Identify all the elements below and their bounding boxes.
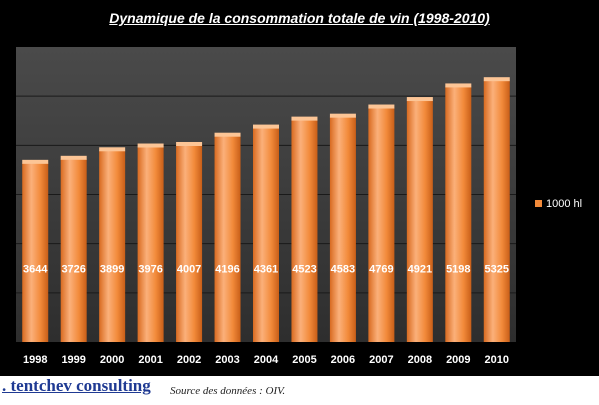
bar-1999 — [60, 158, 87, 342]
brand-logo-text: . tentchev consulting — [2, 376, 151, 395]
data-label-2001: 3976 — [138, 263, 162, 275]
bar-2000 — [99, 150, 126, 342]
x-tick-2008: 2008 — [408, 354, 432, 366]
footer: . tentchev consulting Source des données… — [0, 376, 599, 405]
bar-2007 — [368, 107, 395, 342]
bar-cap-2006 — [329, 113, 356, 118]
x-tick-2003: 2003 — [215, 354, 239, 366]
x-tick-2010: 2010 — [485, 354, 509, 366]
data-label-2008: 4921 — [408, 263, 432, 275]
x-tick-labels: 1998 1999 2000 2001 2002 2003 2004 2005 2006 2007… — [23, 354, 509, 366]
data-label-2002: 4007 — [177, 263, 201, 275]
legend-label: 1000 hl — [546, 198, 582, 210]
bar-cap-1999 — [60, 155, 87, 160]
data-labels: 3644 3726 3899 3976 4007 4196 4361 4523 4583 4769… — [23, 263, 509, 275]
x-tick-1999: 1999 — [61, 354, 85, 366]
bar-2002 — [176, 144, 203, 342]
x-tick-2006: 2006 — [331, 354, 355, 366]
bar-cap-2002 — [176, 141, 203, 146]
bar-2001 — [137, 146, 164, 342]
bar-2008 — [406, 100, 433, 342]
x-tick-2000: 2000 — [100, 354, 124, 366]
bar-cap-2000 — [99, 147, 126, 152]
chart-title: Dynamique de la consommation totale de v… — [109, 10, 490, 26]
x-tick-2009: 2009 — [446, 354, 470, 366]
legend-swatch — [535, 200, 542, 207]
data-label-2004: 4361 — [254, 263, 278, 275]
bar-cap-2010 — [483, 77, 510, 82]
data-label-1998: 3644 — [23, 263, 48, 275]
data-label-2010: 5325 — [485, 263, 509, 275]
bar-cap-2003 — [214, 132, 241, 137]
x-tick-2002: 2002 — [177, 354, 201, 366]
x-tick-2005: 2005 — [292, 354, 316, 366]
bars — [22, 77, 510, 343]
data-label-2000: 3899 — [100, 263, 124, 275]
data-label-2005: 4523 — [292, 263, 316, 275]
bar-2010 — [483, 80, 510, 342]
x-tick-2007: 2007 — [369, 354, 393, 366]
bar-2003 — [214, 135, 241, 342]
bar-2004 — [253, 127, 279, 342]
data-label-1999: 3726 — [61, 263, 85, 275]
x-tick-1998: 1998 — [23, 354, 47, 366]
bar-cap-2008 — [406, 97, 433, 102]
bar-cap-1998 — [22, 159, 49, 164]
bar-1998 — [22, 162, 49, 342]
bar-cap-2009 — [445, 83, 472, 88]
source-note: Source des données : OIV. — [170, 385, 286, 397]
x-tick-2001: 2001 — [138, 354, 162, 366]
bar-2005 — [291, 119, 318, 342]
data-label-2003: 4196 — [215, 263, 239, 275]
bar-cap-2004 — [253, 124, 279, 129]
data-label-2007: 4769 — [369, 263, 393, 275]
bar-2009 — [445, 86, 472, 342]
bar-cap-2007 — [368, 104, 395, 109]
legend: 1000 hl — [535, 198, 582, 210]
bar-cap-2005 — [291, 116, 318, 121]
bar-cap-2001 — [137, 143, 164, 148]
bar-2006 — [329, 116, 356, 343]
data-label-2006: 4583 — [331, 263, 355, 275]
bar-chart: 3644 3726 3899 3976 4007 4196 4361 4523 4583 4769… — [16, 47, 582, 366]
x-tick-2004: 2004 — [254, 354, 279, 366]
data-label-2009: 5198 — [446, 263, 470, 275]
